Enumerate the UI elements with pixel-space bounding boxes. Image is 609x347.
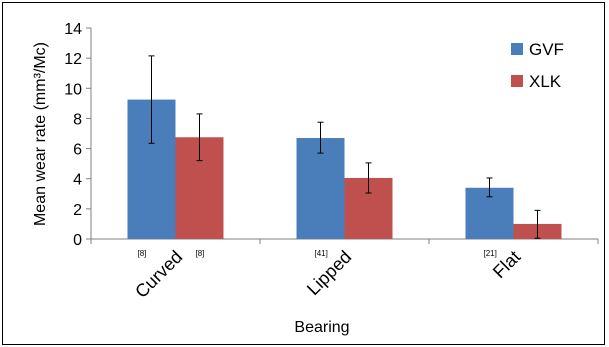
y-tick-label: 6 xyxy=(73,142,82,159)
sample-count-labels: [8] [8] [41] [21] xyxy=(138,249,497,258)
y-tick-label: 14 xyxy=(64,21,82,38)
error-bars xyxy=(148,55,541,239)
y-axis-label: Mean wear rate (mm³/Mc) xyxy=(32,42,49,226)
sample-count-label: [8] xyxy=(196,249,205,258)
legend-label-gvf: GVF xyxy=(529,40,564,59)
sample-count-label: [8] xyxy=(138,249,147,258)
legend: GVF XLK xyxy=(511,40,564,91)
legend-label-xlk: XLK xyxy=(529,72,562,91)
x-tick-label: Lipped xyxy=(303,247,355,299)
y-tick-label: 10 xyxy=(64,81,82,98)
y-tick-label: 8 xyxy=(73,111,82,128)
y-tick-label: 0 xyxy=(73,232,82,249)
legend-swatch-gvf xyxy=(511,43,523,55)
y-tick-label: 2 xyxy=(73,202,82,219)
x-axis xyxy=(90,238,599,244)
bar-gvf-lipped xyxy=(296,138,345,239)
y-tick-label: 12 xyxy=(64,51,82,68)
x-axis-label: Bearing xyxy=(294,319,349,336)
legend-swatch-xlk xyxy=(511,75,523,87)
y-axis: 0 2 4 6 8 10 12 14 xyxy=(64,21,92,249)
sample-count-label: [41] xyxy=(315,249,328,258)
bars xyxy=(127,99,562,239)
y-tick-label: 4 xyxy=(73,172,82,189)
sample-count-label: [21] xyxy=(484,249,497,258)
